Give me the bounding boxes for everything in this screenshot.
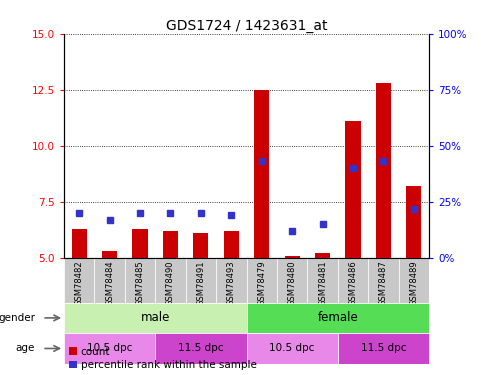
Legend: count, percentile rank within the sample: count, percentile rank within the sample (70, 346, 257, 370)
Bar (277, 258, 307, 303)
Bar (64, 303, 246, 333)
Bar (338, 333, 429, 364)
Bar (224, 231, 239, 258)
Text: GSM78487: GSM78487 (379, 260, 388, 306)
Bar (315, 254, 330, 258)
Bar (246, 333, 338, 364)
Text: 11.5 dpc: 11.5 dpc (178, 344, 224, 354)
Text: age: age (15, 344, 35, 354)
Bar (71, 229, 87, 258)
Text: GSM78482: GSM78482 (75, 260, 84, 306)
Bar (307, 258, 338, 303)
Bar (95, 258, 125, 303)
Text: GSM78480: GSM78480 (287, 260, 297, 306)
Text: 10.5 dpc: 10.5 dpc (87, 344, 133, 354)
Bar (338, 258, 368, 303)
Bar (163, 231, 178, 258)
Bar (186, 258, 216, 303)
Text: female: female (317, 311, 358, 324)
Title: GDS1724 / 1423631_at: GDS1724 / 1423631_at (166, 19, 327, 33)
Text: GSM78490: GSM78490 (166, 260, 175, 306)
Text: GSM78479: GSM78479 (257, 260, 266, 306)
Text: GSM78489: GSM78489 (409, 260, 418, 306)
Bar (398, 258, 429, 303)
Text: 10.5 dpc: 10.5 dpc (269, 344, 315, 354)
Bar (125, 258, 155, 303)
Bar (64, 333, 155, 364)
Bar (155, 258, 186, 303)
Text: male: male (141, 311, 170, 324)
Bar (368, 258, 398, 303)
Text: GSM78484: GSM78484 (105, 260, 114, 306)
Text: GSM78493: GSM78493 (227, 260, 236, 306)
Bar (155, 333, 246, 364)
Bar (246, 258, 277, 303)
Bar (193, 233, 209, 258)
Bar (216, 258, 246, 303)
Text: GSM78491: GSM78491 (196, 260, 206, 306)
Bar (345, 121, 360, 258)
Text: GSM78485: GSM78485 (136, 260, 144, 306)
Text: GSM78481: GSM78481 (318, 260, 327, 306)
Bar (406, 186, 422, 258)
Bar (284, 256, 300, 258)
Text: 11.5 dpc: 11.5 dpc (360, 344, 406, 354)
Text: GSM78486: GSM78486 (349, 260, 357, 306)
Bar (102, 251, 117, 258)
Bar (133, 229, 148, 258)
Bar (246, 303, 429, 333)
Text: gender: gender (0, 313, 35, 323)
Bar (376, 83, 391, 258)
Bar (64, 258, 95, 303)
Bar (254, 90, 269, 258)
